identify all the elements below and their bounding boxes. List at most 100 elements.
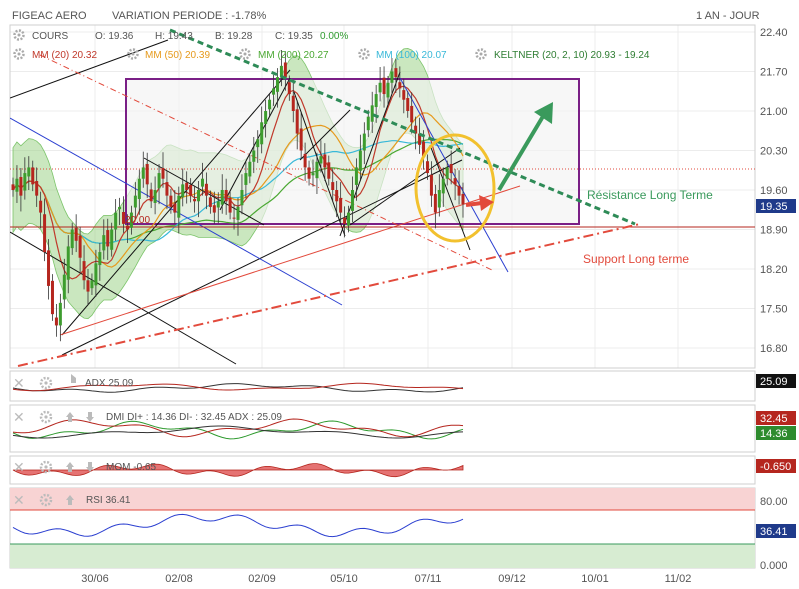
dmi-panel xyxy=(9,404,756,453)
candle-body xyxy=(15,178,19,192)
y-tick-label: 21.00 xyxy=(760,106,788,118)
candle-body xyxy=(429,174,433,196)
mm100-gear-icon[interactable] xyxy=(358,48,370,60)
candle-body xyxy=(311,173,315,176)
candle-body xyxy=(240,190,244,206)
candle-body xyxy=(350,190,354,211)
ticker-title: FIGEAC AERO xyxy=(12,10,87,22)
mm20-gear-icon[interactable] xyxy=(13,48,25,60)
mom-badge xyxy=(756,459,796,473)
dmi-minus-badge-text: 32.45 xyxy=(760,413,788,425)
candlesticks xyxy=(11,50,465,342)
candle-body xyxy=(307,167,311,179)
mom-gear-icon[interactable] xyxy=(39,460,53,474)
x-tick-label: 30/06 xyxy=(81,573,109,585)
candle-body xyxy=(43,214,47,253)
candle-body xyxy=(287,82,291,95)
adx-gear-icon[interactable] xyxy=(39,376,53,390)
x-tick-label: 11/02 xyxy=(665,573,692,585)
candle-body xyxy=(327,162,331,179)
mom-controls: ✕ MOM -0.65 xyxy=(13,459,156,475)
candle-body xyxy=(157,173,161,189)
adx-badge-text: 25.09 xyxy=(760,376,788,388)
candle-body xyxy=(406,98,410,111)
candle-body xyxy=(70,229,74,249)
candle-body xyxy=(437,190,441,208)
candle-body xyxy=(335,190,339,202)
blue-channel-line-right xyxy=(399,77,509,273)
candle-body xyxy=(402,90,406,100)
candle-body xyxy=(220,190,224,205)
period-label: 1 AN - JOUR xyxy=(696,10,760,22)
momentum-area xyxy=(12,463,464,478)
candle-body xyxy=(252,150,256,162)
rsi-gear-icon[interactable] xyxy=(39,493,53,507)
candle-body xyxy=(200,178,204,187)
y-tick-label: 18.90 xyxy=(760,225,788,237)
candle-body xyxy=(366,116,370,131)
adx-close-icon[interactable]: ✕ xyxy=(13,375,25,391)
candle-body xyxy=(272,88,276,95)
rsi-line xyxy=(12,513,464,538)
candle-body xyxy=(106,230,110,247)
candle-body xyxy=(153,190,157,203)
dmi-move-down-icon[interactable] xyxy=(86,412,94,422)
candle-body xyxy=(410,105,414,123)
x-tick-label: 02/08 xyxy=(165,573,193,585)
dmi-move-up-icon[interactable] xyxy=(66,412,74,422)
main-plot-frame xyxy=(9,24,756,369)
mm50-gear-icon[interactable] xyxy=(127,48,139,60)
mom-label: MOM -0.65 xyxy=(106,462,156,473)
x-tick-label: 09/12 xyxy=(498,573,526,585)
highlight-ellipse xyxy=(414,133,496,243)
dmi-close-icon[interactable]: ✕ xyxy=(13,409,25,425)
mom-close-icon[interactable]: ✕ xyxy=(13,459,25,475)
mm100-line xyxy=(12,140,464,244)
rsi-move-up-icon[interactable] xyxy=(66,495,74,505)
mm200-gear-icon[interactable] xyxy=(239,48,251,60)
y-axis-labels: 22.40 21.70 21.00 20.30 19.60 18.90 18.20 17.50… xyxy=(760,27,788,355)
candle-body xyxy=(457,186,461,196)
candle-body xyxy=(228,197,232,213)
rsi-close-icon[interactable]: ✕ xyxy=(13,492,25,508)
candle-body xyxy=(23,173,27,191)
candle-body xyxy=(66,246,70,280)
candle-body xyxy=(303,153,307,168)
candle-body xyxy=(248,161,252,177)
dmi-plus-badge-text: 14.36 xyxy=(760,428,788,440)
candle-body xyxy=(118,206,122,210)
candle-body xyxy=(50,280,54,315)
candle-body xyxy=(110,229,114,250)
candle-body xyxy=(35,180,39,196)
candle-body xyxy=(422,141,426,157)
candle-body xyxy=(208,197,212,207)
candle-body xyxy=(149,189,153,202)
dmi-controls: ✕ DMI DI+ : 14.36 DI- : 32.45 ADX : 25.0… xyxy=(13,409,282,425)
candle-body xyxy=(315,161,319,179)
candle-body xyxy=(441,178,445,194)
candle-body xyxy=(165,182,169,196)
rsi-tick-0: 0.000 xyxy=(760,560,788,572)
green-arrow-head xyxy=(534,102,553,124)
change-value: 0.00% xyxy=(320,31,348,42)
x-tick-label: 02/09 xyxy=(248,573,276,585)
candle-body xyxy=(362,133,366,151)
keltner-gear-icon[interactable] xyxy=(475,48,487,60)
cours-gear-icon[interactable] xyxy=(13,29,25,41)
adx-download-icon[interactable] xyxy=(66,374,76,383)
candle-body xyxy=(394,68,398,78)
candle-body xyxy=(323,154,327,168)
mom-move-down-icon[interactable] xyxy=(86,462,94,472)
candle-body xyxy=(331,182,335,190)
legend-row-cours: COURS O: 19.36 H: 19.43 B: 19.28 C: 19.3… xyxy=(13,29,348,42)
legend-row-indicators: MM (20) 20.32 MM (50) 20.39 MM (200) 20.… xyxy=(13,48,650,61)
mm50-label: MM (50) 20.39 xyxy=(145,50,210,61)
candle-body xyxy=(145,164,149,185)
candle-body xyxy=(347,212,351,226)
candle-body xyxy=(382,77,386,95)
candle-body xyxy=(54,317,58,326)
candle-body xyxy=(343,217,347,224)
candle-body xyxy=(169,195,173,207)
dmi-gear-icon[interactable] xyxy=(39,410,53,424)
mom-move-up-icon[interactable] xyxy=(66,462,74,472)
